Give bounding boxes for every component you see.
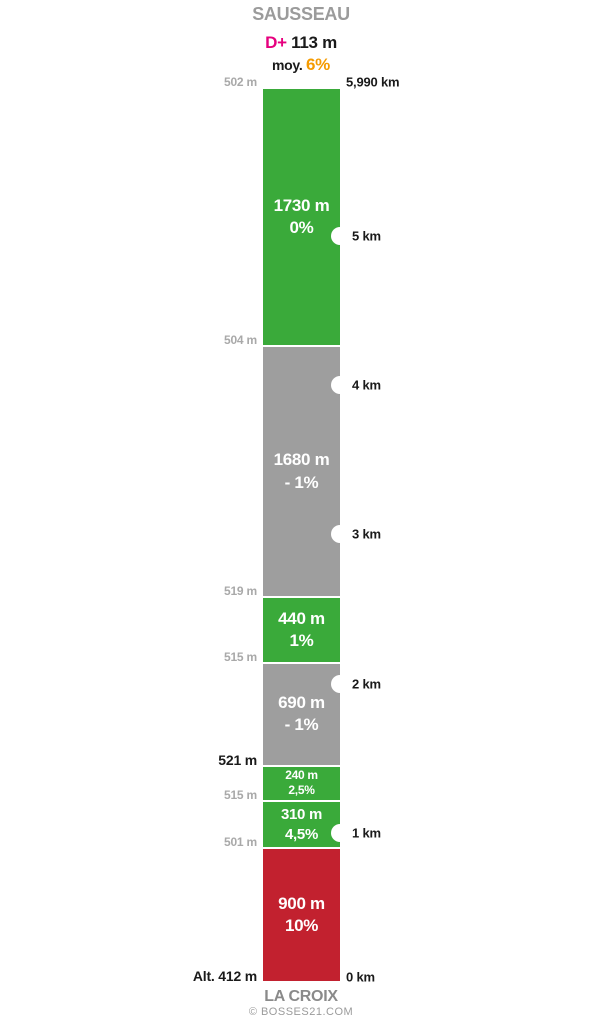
segment-length-label: 310 m xyxy=(280,806,323,824)
segment-gradient-label: 4,5% xyxy=(285,825,318,843)
avg-label: moy. xyxy=(271,57,303,73)
km-label: 5 km xyxy=(352,228,381,244)
altitude-label: 519 m xyxy=(223,583,257,598)
km-label: 5,990 km xyxy=(346,74,400,90)
km-marker-dot xyxy=(331,525,349,544)
segment-gradient-label: - 1% xyxy=(284,472,319,492)
segment-length-label: 690 m xyxy=(278,692,325,712)
segment-length-label: 1680 m xyxy=(273,450,330,470)
km-label: 3 km xyxy=(352,526,381,542)
profile-segment: 690 m - 1% xyxy=(263,663,340,765)
km-marker-dot xyxy=(331,823,349,842)
total-climb-line: D+ 113 m xyxy=(101,33,501,53)
segment-gradient-label: 2,5% xyxy=(288,783,315,798)
km-label: 2 km xyxy=(352,676,381,691)
profile-segment: 900 m 10% xyxy=(263,848,340,981)
altitude-label: 515 m xyxy=(223,788,257,803)
segment-length-label: 440 m xyxy=(278,608,325,628)
credit-watermark: © BOSSES21.COM xyxy=(248,1006,354,1018)
segment-gradient-label: 0% xyxy=(289,218,314,238)
altitude-label: Alt. 412 m xyxy=(192,968,257,984)
segment-length-label: 900 m xyxy=(278,893,325,913)
dplus-label: D+ xyxy=(265,33,287,52)
km-marker-dot xyxy=(331,226,349,245)
altitude-label: 501 m xyxy=(223,834,257,849)
km-marker-dot xyxy=(331,376,349,394)
profile-segment: 1730 m 0% xyxy=(263,89,340,346)
average-gradient-line: moy. 6% xyxy=(101,55,501,75)
avg-value: 6% xyxy=(306,55,330,74)
km-marker-dot xyxy=(331,674,349,693)
summit-title: SAUSSEAU xyxy=(252,4,350,24)
start-name: LA CROIX xyxy=(264,988,338,1005)
profile-segment: 240 m 2,5% xyxy=(263,766,340,801)
profile-segment: 1680 m- 1% xyxy=(263,347,340,596)
km-label: 1 km xyxy=(352,825,381,841)
altitude-label: 502 m xyxy=(223,75,257,89)
altitude-label: 521 m xyxy=(218,751,257,768)
segment-length-label: 1730 m xyxy=(273,196,330,215)
segment-gradient-label: 1% xyxy=(289,630,314,650)
altitude-label: 515 m xyxy=(223,649,257,664)
segment-gradient-label: 10% xyxy=(284,915,319,935)
altitude-label: 504 m xyxy=(223,333,257,348)
dplus-value: 113 m xyxy=(291,33,337,52)
km-label: 0 km xyxy=(346,969,375,985)
segment-gradient-label: - 1% xyxy=(284,715,319,735)
profile-segment: 440 m 1% xyxy=(263,597,340,662)
profile-segment: 310 m 4,5% xyxy=(263,802,340,847)
km-label: 4 km xyxy=(352,377,381,393)
segment-length-label: 240 m xyxy=(285,767,318,782)
